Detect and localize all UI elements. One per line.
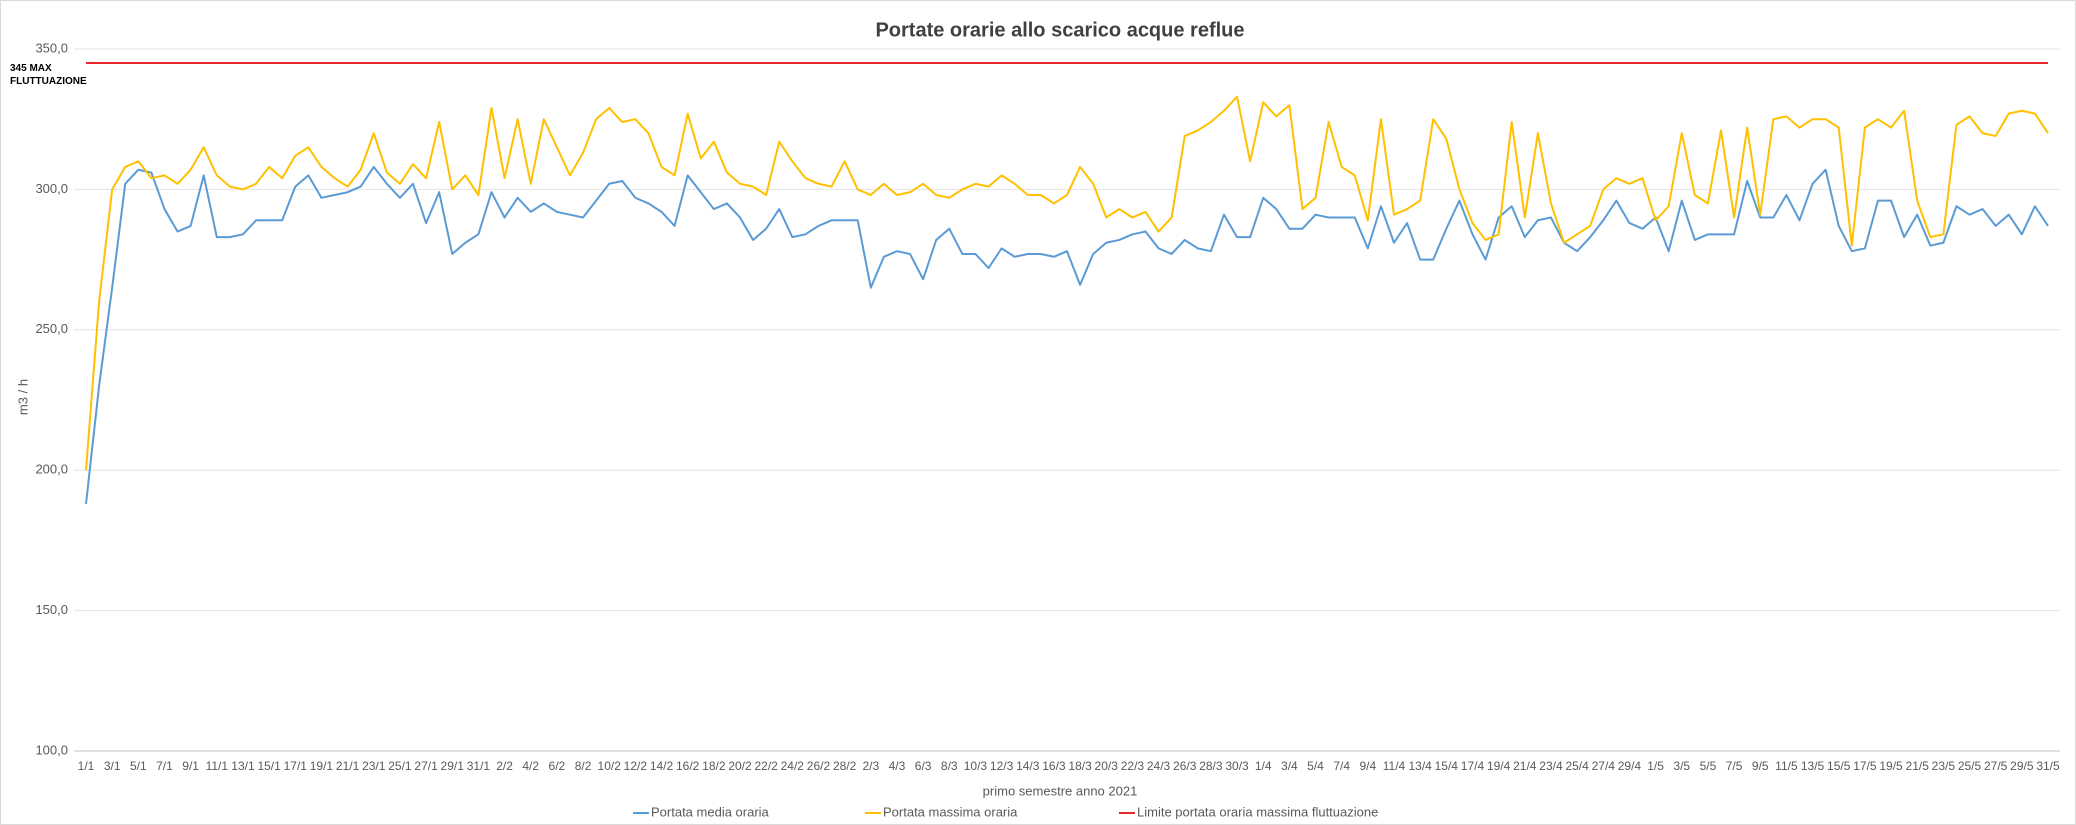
x-tick-label: 5/1 <box>130 759 147 773</box>
x-tick-label: 8/3 <box>941 759 958 773</box>
x-tick-label: 11/5 <box>1775 759 1798 773</box>
x-tick-label: 16/3 <box>1042 759 1066 773</box>
x-tick-label: 15/5 <box>1827 759 1851 773</box>
x-tick-label: 7/4 <box>1333 759 1350 773</box>
x-tick-label: 15/1 <box>257 759 281 773</box>
x-tick-label: 13/5 <box>1801 759 1825 773</box>
x-tick-label: 13/1 <box>231 759 255 773</box>
x-tick-label: 21/4 <box>1513 759 1537 773</box>
x-tick-label: 10/3 <box>964 759 988 773</box>
x-tick-label: 5/4 <box>1307 759 1324 773</box>
x-tick-label: 19/5 <box>1879 759 1903 773</box>
x-tick-label: 15/4 <box>1435 759 1459 773</box>
x-tick-label: 27/4 <box>1592 759 1616 773</box>
x-tick-label: 1/4 <box>1255 759 1272 773</box>
y-tick-label: 350,0 <box>35 40 68 55</box>
x-tick-label: 25/4 <box>1565 759 1589 773</box>
x-tick-label: 20/2 <box>728 759 752 773</box>
y-tick-label: 150,0 <box>35 602 68 617</box>
chart-title: Portate orarie allo scarico acque reflue <box>875 19 1244 41</box>
x-tick-label: 25/1 <box>388 759 412 773</box>
x-tick-label: 29/5 <box>2010 759 2034 773</box>
x-tick-label: 11/1 <box>206 759 229 773</box>
x-tick-label: 19/4 <box>1487 759 1511 773</box>
x-tick-label: 4/2 <box>522 759 539 773</box>
x-tick-label: 4/3 <box>889 759 906 773</box>
x-tick-label: 16/2 <box>676 759 700 773</box>
x-tick-label: 24/2 <box>781 759 805 773</box>
x-tick-label: 14/2 <box>650 759 674 773</box>
x-tick-label: 9/5 <box>1752 759 1769 773</box>
x-tick-label: 1/5 <box>1647 759 1664 773</box>
x-tick-label: 9/1 <box>182 759 199 773</box>
x-tick-label: 31/1 <box>467 759 491 773</box>
x-tick-label: 9/4 <box>1359 759 1376 773</box>
x-tick-label: 30/3 <box>1225 759 1249 773</box>
x-tick-label: 26/3 <box>1173 759 1197 773</box>
x-tick-label: 23/5 <box>1932 759 1956 773</box>
x-tick-label: 22/3 <box>1121 759 1145 773</box>
x-tick-label: 26/2 <box>807 759 831 773</box>
x-tick-label: 8/2 <box>575 759 592 773</box>
x-tick-label: 12/3 <box>990 759 1014 773</box>
x-tick-label: 23/1 <box>362 759 386 773</box>
x-tick-label: 2/2 <box>496 759 513 773</box>
x-tick-label: 31/5 <box>2036 759 2060 773</box>
x-tick-label: 17/1 <box>284 759 308 773</box>
x-tick-label: 18/2 <box>702 759 726 773</box>
x-tick-label: 23/4 <box>1539 759 1563 773</box>
x-tick-label: 11/4 <box>1383 759 1406 773</box>
x-tick-label: 2/3 <box>862 759 879 773</box>
x-tick-label: 28/3 <box>1199 759 1223 773</box>
series-line <box>85 165 2049 505</box>
x-tick-label: 3/4 <box>1281 759 1298 773</box>
x-tick-label: 17/4 <box>1461 759 1485 773</box>
x-tick-label: 7/1 <box>156 759 173 773</box>
y-tick-label: 250,0 <box>35 321 68 336</box>
x-tick-label: 1/1 <box>78 759 95 773</box>
series-line <box>85 95 2049 471</box>
x-tick-label: 5/5 <box>1700 759 1717 773</box>
x-tick-label: 13/4 <box>1408 759 1432 773</box>
x-tick-label: 22/2 <box>754 759 778 773</box>
y-axis-title: m3 / h <box>15 379 30 415</box>
x-tick-label: 3/1 <box>104 759 121 773</box>
x-tick-label: 14/3 <box>1016 759 1040 773</box>
x-tick-label: 6/3 <box>915 759 932 773</box>
x-tick-label: 21/5 <box>1906 759 1930 773</box>
x-tick-label: 28/2 <box>833 759 857 773</box>
x-tick-label: 27/5 <box>1984 759 2008 773</box>
x-tick-label: 27/1 <box>414 759 438 773</box>
x-tick-label: 24/3 <box>1147 759 1171 773</box>
legend-label: Portata massima oraria <box>883 804 1018 819</box>
x-tick-label: 25/5 <box>1958 759 1982 773</box>
x-tick-label: 21/1 <box>336 759 360 773</box>
legend-label: Portata media oraria <box>651 804 770 819</box>
y-tick-label: 100,0 <box>35 742 68 757</box>
x-tick-label: 6/2 <box>549 759 566 773</box>
x-axis-title: primo semestre anno 2021 <box>983 783 1138 798</box>
x-tick-label: 12/2 <box>624 759 648 773</box>
x-tick-label: 7/5 <box>1726 759 1743 773</box>
x-tick-label: 17/5 <box>1853 759 1877 773</box>
x-tick-label: 29/4 <box>1618 759 1642 773</box>
x-tick-label: 3/5 <box>1673 759 1690 773</box>
x-tick-label: 20/3 <box>1095 759 1119 773</box>
x-tick-label: 10/2 <box>598 759 622 773</box>
x-tick-label: 18/3 <box>1068 759 1092 773</box>
legend-label: Limite portata oraria massima fluttuazio… <box>1137 804 1378 819</box>
x-tick-label: 29/1 <box>441 759 465 773</box>
annotation: 345 MAX FLUTTUAZIONE <box>10 63 87 87</box>
y-tick-label: 300,0 <box>35 181 68 196</box>
y-tick-label: 200,0 <box>35 462 68 477</box>
x-tick-label: 19/1 <box>310 759 334 773</box>
